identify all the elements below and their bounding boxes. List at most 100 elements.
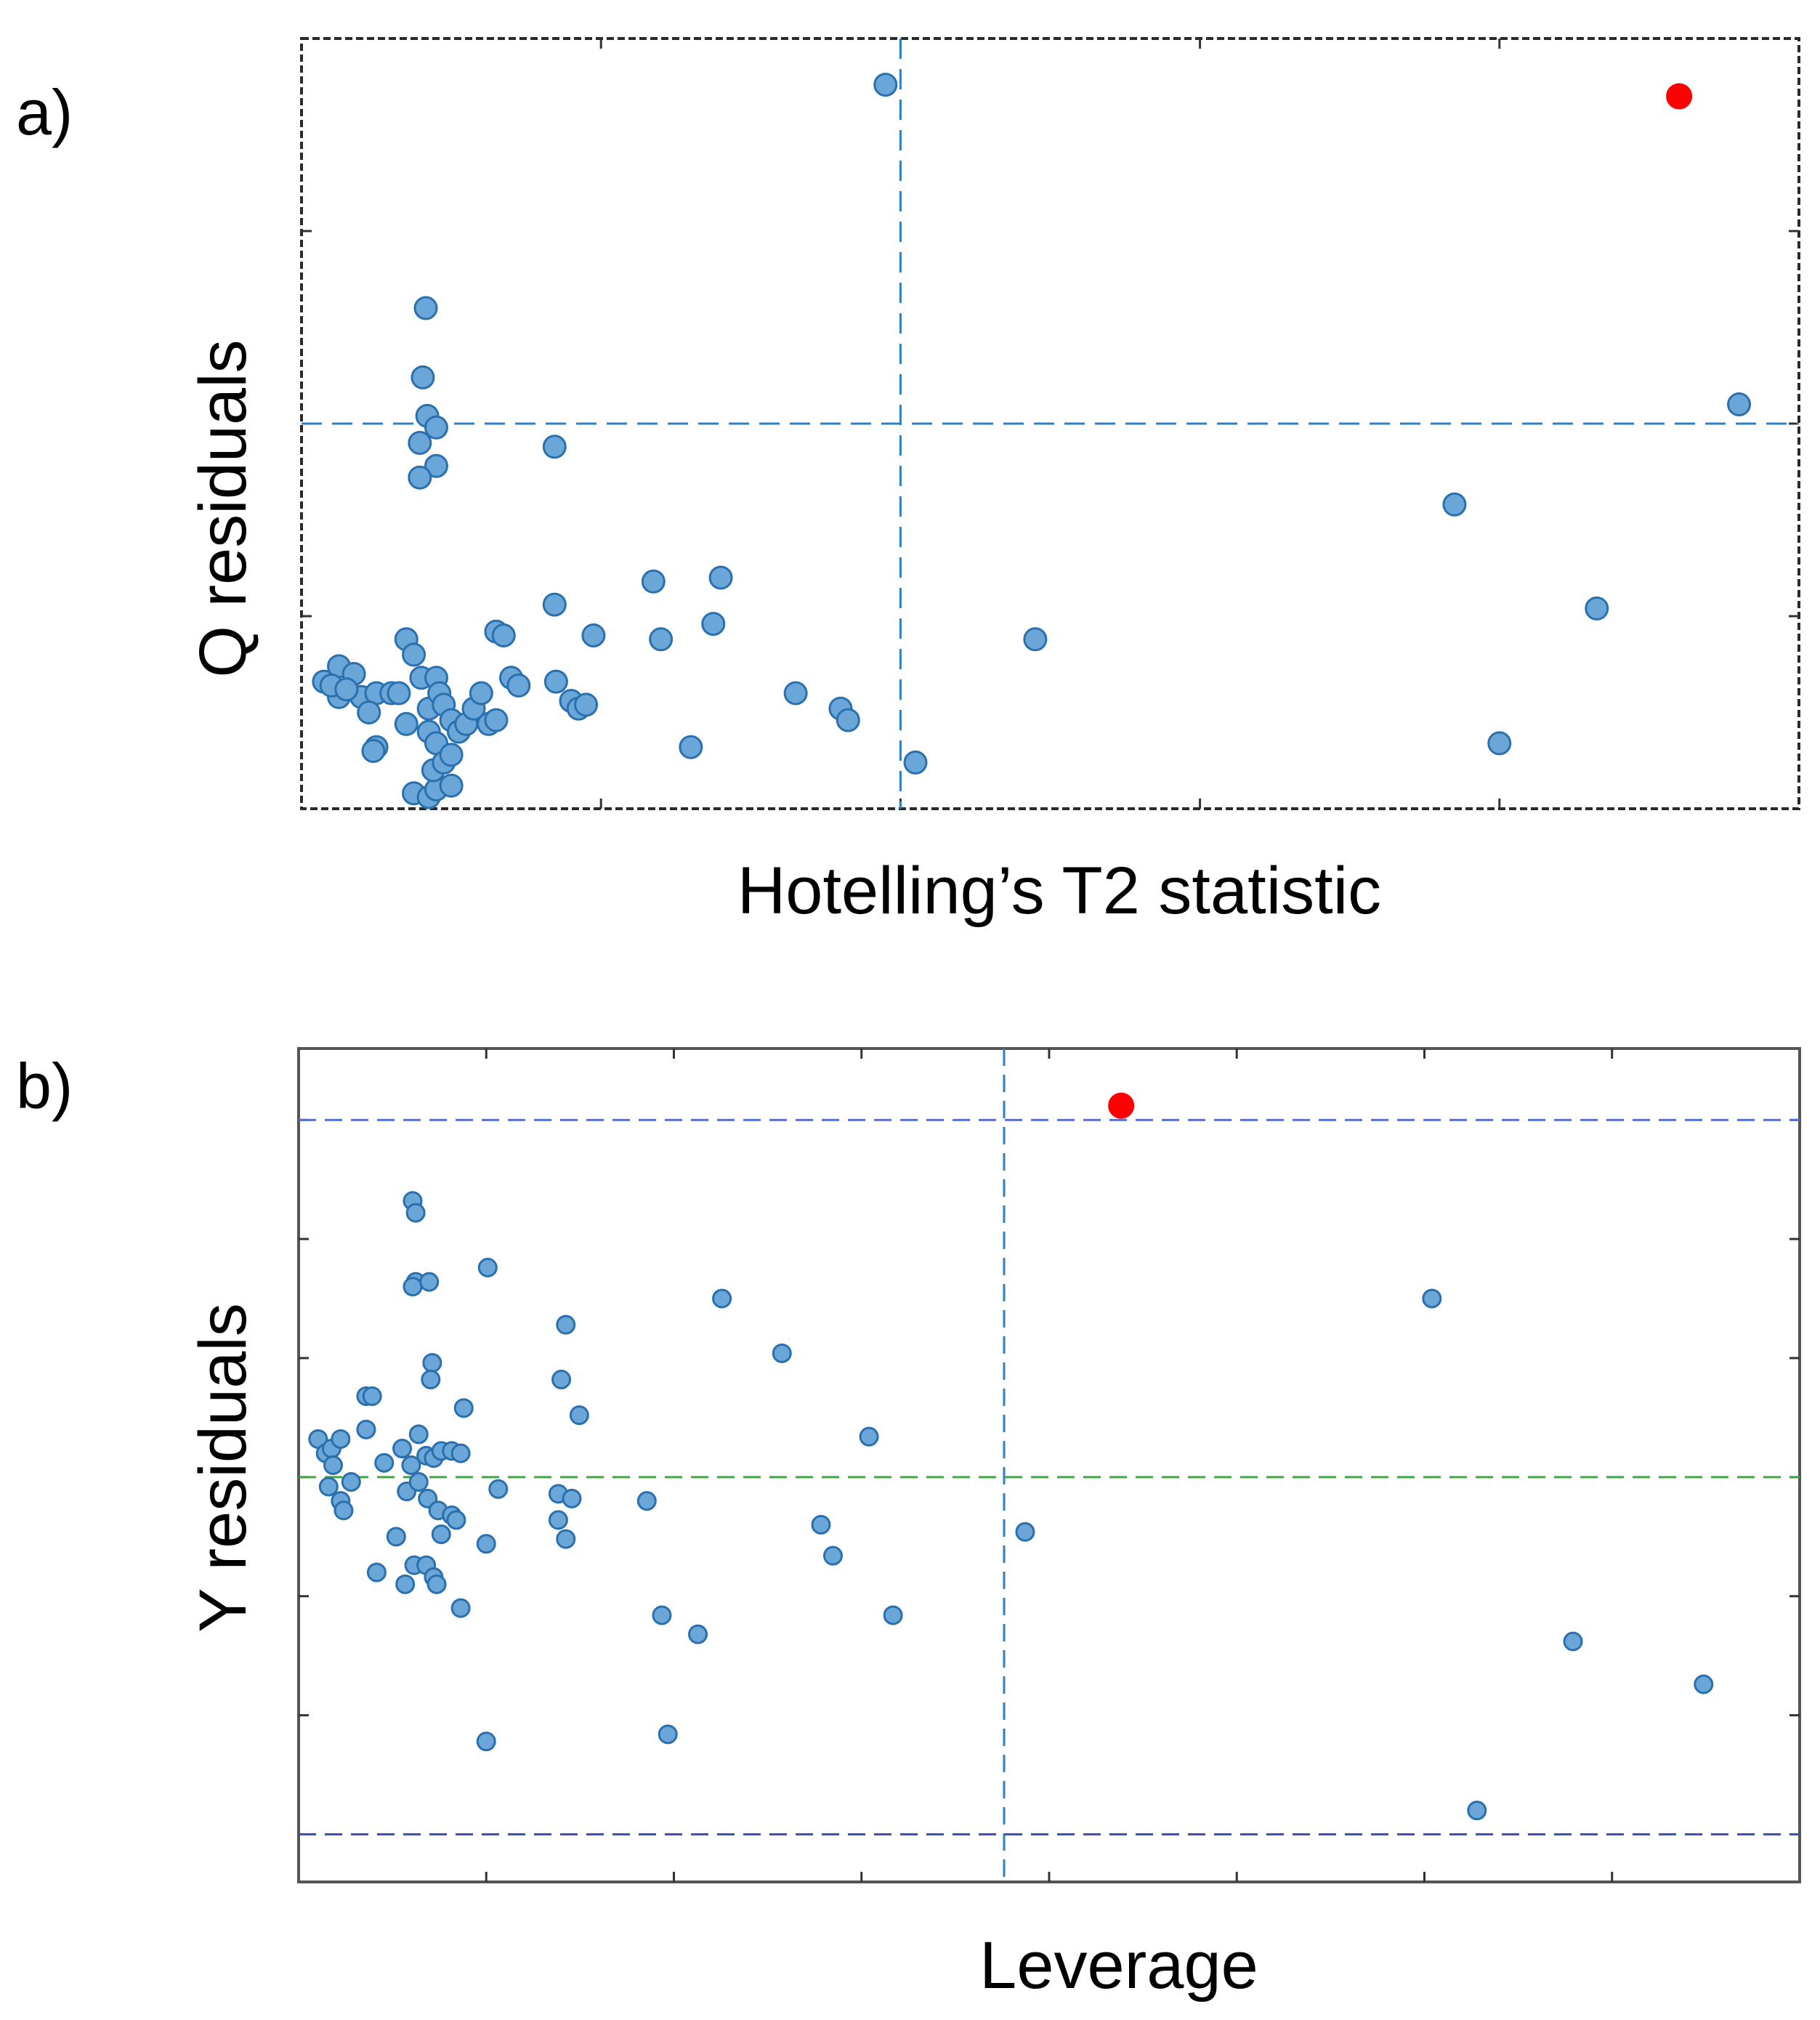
data-point-32 xyxy=(506,673,531,698)
data-point-62 xyxy=(679,735,703,759)
data-point-61 xyxy=(836,708,860,732)
data-point-26 xyxy=(446,1510,466,1530)
panel-b-plot-frame xyxy=(297,1047,1801,1883)
data-point-57 xyxy=(649,627,674,652)
data-point-54 xyxy=(542,435,567,459)
data-point-17 xyxy=(394,711,418,736)
data-point-49 xyxy=(569,1405,589,1426)
outlier-point xyxy=(1666,83,1693,110)
data-point-10 xyxy=(362,1386,382,1406)
data-point-50 xyxy=(424,415,448,440)
data-point-28 xyxy=(476,1534,496,1554)
data-point-65 xyxy=(1023,627,1048,652)
data-point-42 xyxy=(419,1272,440,1292)
data-point-51 xyxy=(548,1510,568,1530)
data-point-69 xyxy=(1694,1674,1714,1694)
data-point-58 xyxy=(712,1288,732,1309)
data-point-34 xyxy=(366,1562,387,1583)
data-point-13 xyxy=(392,1439,413,1459)
data-point-59 xyxy=(772,1343,792,1363)
data-point-37 xyxy=(450,1598,471,1618)
data-point-41 xyxy=(542,592,567,617)
panel-b-points xyxy=(308,1092,1714,1821)
data-point-14 xyxy=(402,642,426,667)
panel-a-y-axis-title: Q residuals xyxy=(186,339,260,677)
data-point-30 xyxy=(491,623,516,647)
panel-b-threshold-lines xyxy=(299,1049,1800,1882)
data-point-66 xyxy=(1442,492,1467,517)
data-point-39 xyxy=(405,1203,426,1223)
data-point-27 xyxy=(431,1524,451,1545)
data-point-63 xyxy=(873,73,898,97)
data-point-59 xyxy=(783,681,808,706)
panel-a-threshold-lines xyxy=(302,39,1799,809)
data-point-27 xyxy=(469,681,493,706)
panel-a-points xyxy=(312,73,1752,809)
panel-b-label: b) xyxy=(16,1050,73,1122)
data-point-67 xyxy=(1467,1801,1487,1821)
data-point-14 xyxy=(401,1455,421,1475)
data-point-46 xyxy=(581,623,606,647)
data-point-45 xyxy=(453,1398,474,1418)
data-point-68 xyxy=(1563,1631,1583,1652)
panel-a-label: a) xyxy=(16,76,73,148)
data-point-15 xyxy=(408,1424,429,1445)
data-point-33 xyxy=(484,708,509,732)
data-point-64 xyxy=(1015,1522,1035,1542)
data-point-66 xyxy=(1422,1288,1442,1309)
outlier-point xyxy=(1108,1092,1135,1119)
data-point-68 xyxy=(1585,596,1609,621)
data-point-48 xyxy=(410,365,435,389)
data-point-41 xyxy=(403,1277,423,1297)
data-point-4 xyxy=(323,1455,344,1475)
data-point-8 xyxy=(341,1471,361,1492)
data-point-51 xyxy=(408,431,432,455)
data-point-60 xyxy=(811,1514,831,1535)
data-point-48 xyxy=(556,1314,576,1335)
data-point-52 xyxy=(424,453,448,478)
data-point-29 xyxy=(488,1479,509,1499)
data-point-45 xyxy=(574,692,599,717)
data-point-54 xyxy=(636,1491,657,1511)
panel-b-ticks xyxy=(299,1049,1800,1882)
data-point-5 xyxy=(318,1476,339,1497)
data-point-44 xyxy=(421,1370,441,1390)
data-point-37 xyxy=(439,773,464,798)
panel-b-x-axis-title: Leverage xyxy=(979,1928,1258,2003)
data-point-63 xyxy=(883,1605,903,1625)
data-point-67 xyxy=(1487,731,1512,756)
data-point-12 xyxy=(374,1453,395,1473)
data-point-47 xyxy=(551,1370,572,1390)
data-point-56 xyxy=(658,1724,678,1745)
data-point-40 xyxy=(439,743,464,767)
data-point-9 xyxy=(387,681,411,706)
data-point-52 xyxy=(556,1529,576,1549)
data-point-69 xyxy=(1727,392,1752,416)
data-point-47 xyxy=(413,296,438,320)
data-point-35 xyxy=(395,1574,416,1594)
data-point-30 xyxy=(386,1527,406,1547)
data-point-11 xyxy=(356,1419,376,1439)
data-point-20 xyxy=(450,1443,471,1463)
data-point-55 xyxy=(641,569,666,594)
data-point-43 xyxy=(422,1353,442,1373)
data-point-62 xyxy=(859,1426,879,1447)
data-point-56 xyxy=(708,565,733,590)
data-point-12 xyxy=(361,739,386,763)
panel-a-x-axis-title: Hotelling’s T2 statistic xyxy=(737,854,1381,928)
data-point-53 xyxy=(562,1488,582,1508)
data-point-22 xyxy=(408,1471,429,1492)
data-point-55 xyxy=(652,1605,672,1625)
data-point-42 xyxy=(543,669,568,694)
data-point-58 xyxy=(701,612,726,637)
panel-a-hotelling-vs-q: a) Q residuals Hotelling’s T2 statistic xyxy=(16,37,1800,928)
panel-b-leverage-vs-y: b) Y residuals Leverage xyxy=(16,1047,1801,2003)
data-point-46 xyxy=(477,1257,498,1277)
panel-b-y-axis-title: Y residuals xyxy=(186,1303,260,1632)
data-point-57 xyxy=(688,1624,708,1644)
data-point-36 xyxy=(426,1574,447,1594)
data-point-61 xyxy=(822,1546,843,1566)
data-point-10 xyxy=(357,700,381,724)
data-point-3 xyxy=(331,1429,351,1449)
